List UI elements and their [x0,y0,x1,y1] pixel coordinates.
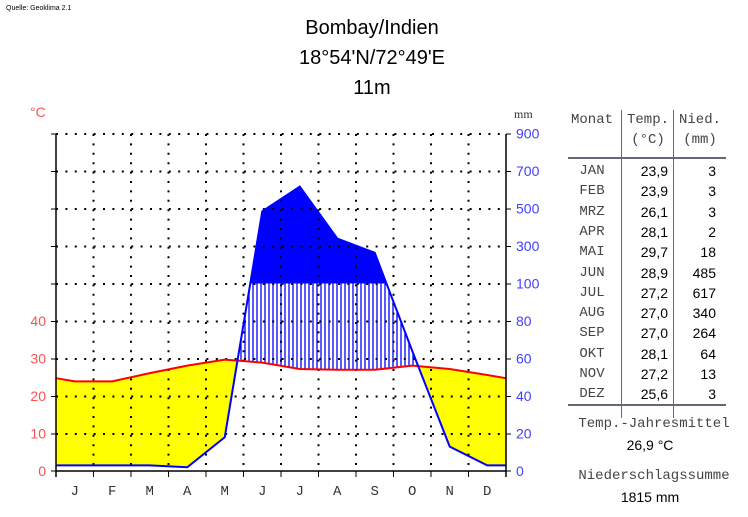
table-temp: 28,9 [640,264,668,281]
table-precip: 3 [708,183,716,200]
table-month: SEP [579,325,605,342]
table-rule [673,110,674,418]
table-temp: 29,7 [640,244,668,261]
humid-group [56,283,506,382]
header-temp: Temp. [626,112,669,128]
month-label: D [483,484,491,500]
table-precip: 340 [692,305,716,322]
annual-sum-label: Niederschlagssumme [578,468,730,484]
table-month: APR [579,223,605,240]
month-label: O [408,484,416,500]
table-rule [568,404,726,406]
temperature-line [55,358,507,383]
chart-elevation: 11m [353,77,391,99]
month-label: J [296,484,304,500]
table-temp: 27,0 [640,325,668,342]
table-month: MAI [579,244,605,261]
header-precip: Nied. [678,112,721,128]
table-precip: 13 [700,366,716,382]
precip-tick-label: 40 [516,388,532,404]
precip-tick-label: 60 [516,351,532,367]
table-precip: 3 [708,203,716,220]
month-label: S [371,484,379,500]
chart-title: Bombay/Indien [305,17,439,39]
annual-mean-value: 26,9 °C [626,437,674,453]
temp-tick-label: 40 [30,313,46,329]
month-label: J [71,484,79,500]
table-temp: 27,2 [640,284,668,301]
precipitation-line [56,185,506,469]
table-month: DEZ [579,386,605,403]
table-precip: 485 [692,264,716,281]
table-precip: 264 [692,325,716,342]
month-label: A [183,484,192,500]
precip-axis-unit: mm [514,107,533,121]
month-label: M [146,484,154,500]
table-precip: 3 [708,386,716,403]
header-temp-unit: (°C) [631,132,665,148]
table-rule [568,157,726,159]
precip-tick-label: 100 [516,276,540,292]
header-month: Monat [570,112,613,128]
table-temp: 28,1 [640,345,668,362]
table-month: MRZ [579,203,605,220]
table-rule [621,110,622,418]
table-temp: 23,9 [640,183,668,200]
table-temp: 27,0 [640,305,668,322]
source-label: Quelle: Geoklima 2.1 [6,5,72,12]
table-month: OKT [579,345,605,362]
table-month: NOV [579,366,605,382]
precip-tick-label: 80 [516,313,532,329]
precip-tick-label: 700 [516,163,540,179]
annual-mean-label: Temp.-Jahresmittel [578,416,730,432]
temp-tick-label: 30 [30,351,46,367]
temp-axis-unit: °C [30,104,46,120]
table-precip: 617 [692,284,716,301]
table-temp: 28,1 [640,223,668,240]
table-precip: 64 [700,345,716,362]
table-precip: 3 [708,163,716,179]
perhumid-area [250,186,387,284]
temp-tick-label: 10 [30,426,46,442]
table-precip: 2 [708,223,716,240]
table-temp: 26,1 [640,203,668,220]
table-temp: 23,9 [640,163,668,179]
table-temp: 25,6 [640,386,668,403]
precip-tick-label: 300 [516,238,540,254]
table-month: JUL [579,284,605,301]
climate-table: Monat Temp. (°C) Nied. (mm) JAN 23,9 3 FEB 23,9 3 M… [560,0,748,517]
humid-hatched-area [56,283,506,382]
table-month: AUG [579,305,605,322]
temp-tick-label: 20 [30,388,46,404]
precip-tick-label: 20 [516,426,532,442]
annual-sum-value: 1815 mm [620,489,680,505]
table-temp: 27,2 [640,366,668,382]
header-precip-unit: (mm) [683,132,717,148]
month-label: A [333,484,342,500]
precip-tick-label: 0 [516,463,524,479]
table-month: FEB [579,183,605,200]
precip-tick-label: 900 [516,126,540,142]
temp-tick-label: 0 [38,463,46,479]
month-label: J [258,484,266,500]
month-label: M [221,484,229,500]
table-precip: 18 [700,244,716,261]
month-label: N [446,484,454,500]
month-label: F [108,484,116,500]
table-month: JAN [579,163,605,179]
chart-coordinates: 18°54'N/72°49'E [299,47,445,69]
precip-tick-label: 500 [516,201,540,217]
table-month: JUN [579,264,605,281]
